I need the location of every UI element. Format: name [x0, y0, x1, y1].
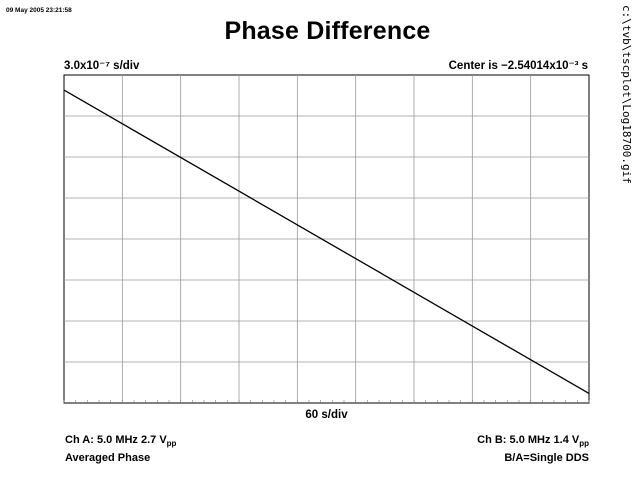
x-scale-label: 60 s/div [305, 409, 348, 421]
channel-a-text: Ch A: 5.0 MHz 2.7 V [65, 434, 167, 446]
file-path: c:\tvb\tscplot\Log18700.gif [620, 5, 633, 184]
channel-b-line1: Ch B: 5.0 MHz 1.4 Vpp [477, 433, 589, 451]
series-group [63, 89, 590, 394]
timestamp: 09 May 2005 23:21:58 [6, 7, 72, 14]
grid [63, 74, 590, 404]
channel-a-line2: Averaged Phase [65, 452, 151, 465]
channel-b-info: Ch B: 5.0 MHz 1.4 Vpp B/A=Single DDS [477, 433, 589, 465]
channel-b-text: Ch B: 5.0 MHz 1.4 V [477, 434, 580, 446]
channel-b-line2: B/A=Single DDS [504, 452, 589, 465]
channel-b-unit-sub: pp [579, 439, 589, 449]
series-line [63, 89, 590, 394]
channel-a-line1: Ch A: 5.0 MHz 2.7 Vpp [65, 433, 176, 451]
center-label: Center is −2.54014x10⁻³ s [448, 60, 588, 72]
channel-a-unit-sub: pp [166, 439, 177, 449]
channel-a-info: Ch A: 5.0 MHz 2.7 Vpp Averaged Phase [65, 433, 176, 465]
y-scale-label: 3.0x10⁻⁷ s/div [64, 60, 140, 72]
chart-title: Phase Difference [224, 17, 431, 45]
